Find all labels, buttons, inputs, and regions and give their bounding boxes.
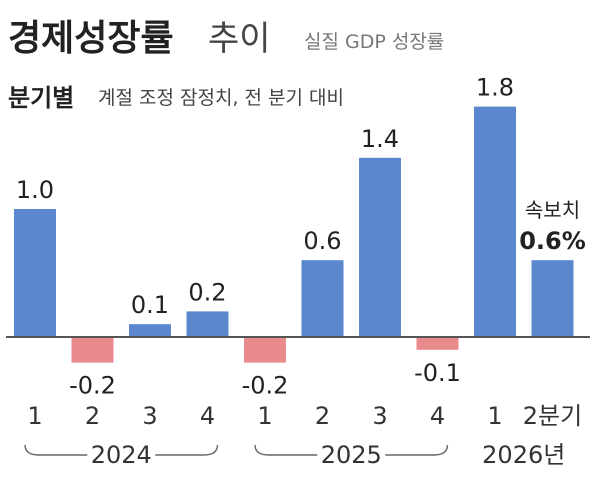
value-label-6: 0.6 <box>303 227 341 255</box>
value-label-5: -0.2 <box>242 372 289 400</box>
chart-title: 경제성장률 <box>8 18 174 59</box>
value-label-4: 0.2 <box>188 278 226 306</box>
value-label-2: -0.2 <box>69 372 116 400</box>
year-bracket-right-2 <box>385 444 449 456</box>
bar-6 <box>301 260 344 337</box>
value-label-3: 0.1 <box>131 291 169 319</box>
x-tick-3: 3 <box>142 402 157 430</box>
x-tick-4: 4 <box>200 402 215 430</box>
x-tick-10: 2분기 <box>523 402 582 430</box>
x-tick-9: 1 <box>487 402 502 430</box>
bars-layer <box>14 106 574 363</box>
bar-3 <box>129 324 171 337</box>
x-tick-2: 2 <box>85 402 100 430</box>
x-tick-6: 2 <box>315 402 330 430</box>
bar-10 <box>531 260 574 337</box>
x-tick-8: 4 <box>430 402 445 430</box>
year-bracket-left-1 <box>24 444 88 456</box>
x-tick-7: 3 <box>372 402 387 430</box>
bar-8 <box>416 337 459 350</box>
bar-5 <box>244 337 286 363</box>
year-bracket-right-1 <box>155 444 219 456</box>
year-bracket-left-2 <box>254 444 318 456</box>
year-label-3: 2026년 <box>482 441 565 469</box>
year-groups: 2024 2025 2026년 <box>24 441 565 469</box>
chart-subtitle: 실질 GDP 성장률 <box>304 31 444 53</box>
labels-layer: 1.0 -0.2 0.1 0.2 -0.2 0.6 1.4 -0.1 1.8 0.6% 속보치 <box>16 74 586 400</box>
chart-title-suffix: 추이 <box>208 19 271 59</box>
bar-2 <box>71 337 114 363</box>
bar-1 <box>14 209 56 337</box>
bar-7 <box>359 157 401 337</box>
x-tick-1: 1 <box>27 402 42 430</box>
chart-subheading-note: 계절 조정 잠정치, 전 분기 대비 <box>98 87 344 109</box>
year-label-2: 2025 <box>321 441 382 469</box>
bar-9 <box>474 106 516 337</box>
preliminary-note: 속보치 <box>525 198 580 222</box>
chart-subheading: 분기별 <box>8 84 74 112</box>
value-label-9: 1.8 <box>476 74 514 102</box>
value-label-8: -0.1 <box>414 359 461 387</box>
value-label-1: 1.0 <box>16 176 54 204</box>
x-tick-labels: 1 2 3 4 1 2 3 4 1 2분기 <box>27 402 582 430</box>
bar-4 <box>186 311 229 337</box>
x-tick-5: 1 <box>257 402 272 430</box>
value-label-10: 0.6% <box>519 227 586 255</box>
value-label-7: 1.4 <box>361 125 399 153</box>
year-label-1: 2024 <box>91 441 152 469</box>
